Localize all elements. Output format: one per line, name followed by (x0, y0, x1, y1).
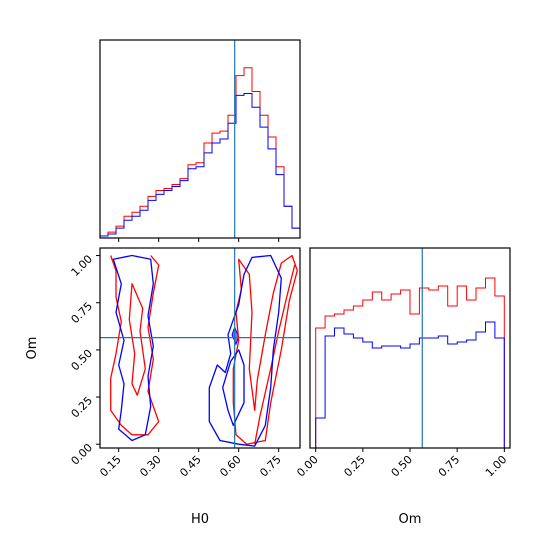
x-tick-label: 0.15 (97, 453, 124, 480)
h0-hist-series-red (100, 67, 300, 238)
y-tick-label: 0.00 (69, 441, 96, 468)
y-tick-label: 0.50 (69, 347, 96, 374)
y-tick-label: 1.00 (69, 252, 96, 279)
x-tick-label: 0.25 (341, 453, 368, 480)
om-histogram-panel: 0.00 0.25 0.50 0.75 1.00 Om (294, 247, 511, 527)
contour-plot-area (100, 248, 300, 448)
x-tick-label: 0.50 (389, 453, 416, 480)
om-histogram-plot-area (315, 248, 505, 448)
om-hist-series-blue (315, 321, 505, 448)
h0-histogram-frame (99, 39, 301, 239)
x-tick-label: 0.30 (137, 453, 164, 480)
y-tick-label: 0.25 (69, 394, 96, 421)
om-hist-series-red (315, 277, 505, 448)
y-tick-label: 0.75 (69, 300, 96, 327)
x-tick-label: 0.45 (177, 453, 204, 480)
contour-blue-5 (208, 254, 282, 447)
contour-blue-6 (222, 349, 245, 427)
contour-panel-frame (99, 247, 301, 449)
contour-red-3 (254, 264, 296, 445)
contour-blue-4 (112, 254, 154, 442)
x-tick-label: 0.60 (217, 453, 244, 480)
x-tick-label: 0.75 (257, 453, 284, 480)
contour-red-0 (110, 255, 160, 436)
y-axis-label: Om (25, 337, 40, 360)
h0-om-contour-panel: 0.15 0.30 0.45 0.60 0.75 0.00 0.25 0.50 0.75 1.00… (25, 247, 301, 527)
x-tick-label: 1.00 (483, 453, 510, 480)
x-tick-label: 0.75 (436, 453, 463, 480)
x-tick-label: 0.00 (294, 453, 321, 480)
h0-histogram-panel (99, 39, 301, 242)
x-axis-label: H0 (191, 512, 209, 527)
contour-red-1 (128, 283, 146, 396)
h0-histogram-plot-area (100, 40, 300, 238)
x-axis-label: Om (399, 512, 422, 527)
h0-hist-series-blue (100, 93, 300, 238)
